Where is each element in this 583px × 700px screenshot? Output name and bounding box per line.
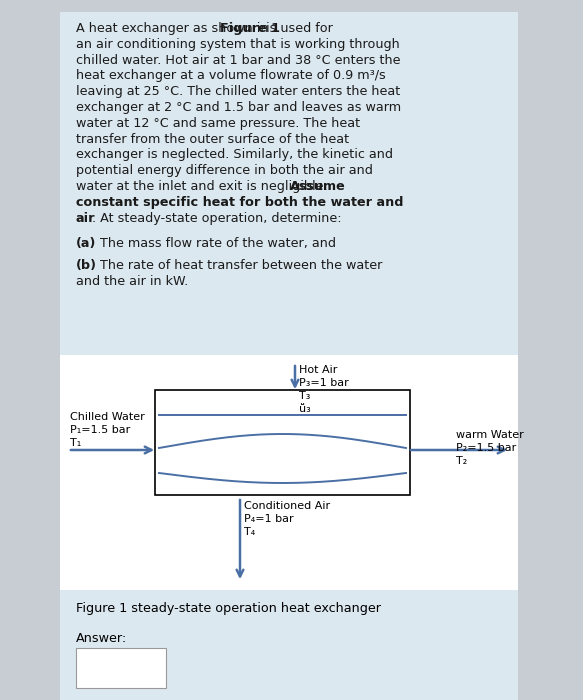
Text: water at the inlet and exit is negligible.: water at the inlet and exit is negligibl… [76, 180, 332, 193]
Text: P₂=1.5 bar: P₂=1.5 bar [456, 443, 517, 453]
Text: Answer:: Answer: [76, 632, 127, 645]
Text: Hot Air: Hot Air [299, 365, 338, 375]
Text: leaving at 25 °C. The chilled water enters the heat: leaving at 25 °C. The chilled water ente… [76, 85, 401, 98]
Text: ṻ₃: ṻ₃ [299, 404, 311, 414]
Text: constant specific heat for both the water and: constant specific heat for both the wate… [76, 196, 403, 209]
Text: heat exchanger at a volume flowrate of 0.9 m³/s: heat exchanger at a volume flowrate of 0… [76, 69, 386, 83]
Bar [60, 590, 518, 700]
Text: A heat exchanger as shown in: A heat exchanger as shown in [76, 22, 272, 35]
Text: P₃=1 bar: P₃=1 bar [299, 378, 349, 388]
Text: warm Water: warm Water [456, 430, 524, 440]
Text: potential energy difference in both the air and: potential energy difference in both the … [76, 164, 373, 177]
Text: chilled water. Hot air at 1 bar and 38 °C enters the: chilled water. Hot air at 1 bar and 38 °… [76, 54, 401, 66]
Text: P₄=1 bar: P₄=1 bar [244, 514, 294, 524]
Text: . At steady-state operation, determine:: . At steady-state operation, determine: [92, 211, 342, 225]
Text: an air conditioning system that is working through: an air conditioning system that is worki… [76, 38, 400, 51]
Text: P₁=1.5 bar: P₁=1.5 bar [70, 425, 130, 435]
Text: exchanger at 2 °C and 1.5 bar and leaves as warm: exchanger at 2 °C and 1.5 bar and leaves… [76, 101, 401, 114]
Text: T₄: T₄ [244, 527, 255, 537]
Text: The mass flow rate of the water, and: The mass flow rate of the water, and [92, 237, 336, 250]
Bar [60, 12, 518, 684]
Text: T₃: T₃ [299, 391, 310, 401]
Text: air: air [76, 211, 96, 225]
Bar [60, 355, 518, 590]
Text: transfer from the outer surface of the heat: transfer from the outer surface of the h… [76, 132, 349, 146]
Text: T₂: T₂ [456, 456, 467, 466]
Text: Conditioned Air: Conditioned Air [244, 501, 330, 511]
Text: is used for: is used for [262, 22, 333, 35]
Bar [155, 390, 410, 495]
Text: The rate of heat transfer between the water: The rate of heat transfer between the wa… [92, 259, 382, 272]
Text: water at 12 °C and same pressure. The heat: water at 12 °C and same pressure. The he… [76, 117, 360, 130]
Text: and the air in kW.: and the air in kW. [76, 275, 188, 288]
Text: (b): (b) [76, 259, 97, 272]
Bar [76, 648, 166, 688]
Text: (a): (a) [76, 237, 96, 250]
Text: Chilled Water: Chilled Water [70, 412, 145, 422]
Text: Assume: Assume [290, 180, 345, 193]
Text: Figure 1 steady-state operation heat exchanger: Figure 1 steady-state operation heat exc… [76, 602, 381, 615]
Text: T₁: T₁ [70, 438, 81, 448]
Text: exchanger is neglected. Similarly, the kinetic and: exchanger is neglected. Similarly, the k… [76, 148, 393, 162]
Text: Figure 1: Figure 1 [220, 22, 280, 35]
